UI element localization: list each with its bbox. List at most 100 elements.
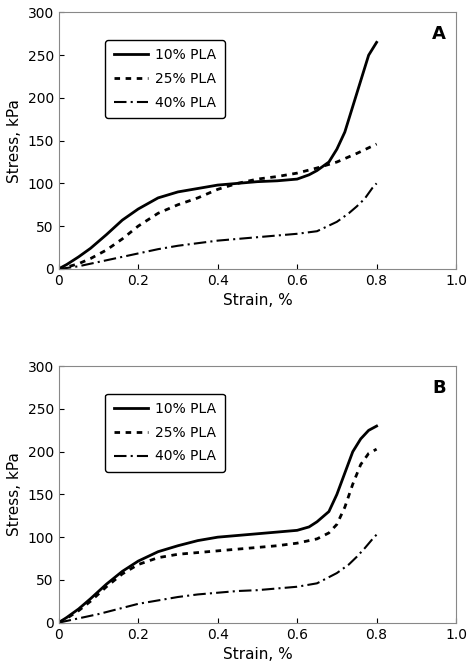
10% PLA	[56, 265, 62, 273]
Text: A: A	[432, 25, 446, 43]
10% PLA	[274, 528, 280, 536]
25% PLA	[88, 597, 93, 605]
10% PLA	[119, 567, 125, 575]
10% PLA	[326, 508, 332, 516]
25% PLA	[314, 164, 320, 172]
25% PLA	[235, 545, 240, 553]
10% PLA	[314, 167, 320, 175]
40% PLA	[354, 203, 360, 211]
10% PLA	[366, 426, 372, 434]
10% PLA	[358, 77, 364, 85]
Line: 10% PLA: 10% PLA	[59, 42, 376, 269]
Text: B: B	[432, 379, 446, 397]
25% PLA	[274, 542, 280, 550]
40% PLA	[235, 235, 240, 243]
40% PLA	[175, 593, 181, 601]
Y-axis label: Stress, kPa: Stress, kPa	[7, 99, 22, 183]
40% PLA	[346, 561, 352, 569]
10% PLA	[334, 490, 340, 498]
40% PLA	[255, 233, 260, 242]
10% PLA	[235, 179, 240, 187]
40% PLA	[96, 258, 101, 266]
40% PLA	[215, 589, 220, 597]
10% PLA	[274, 177, 280, 185]
Line: 40% PLA: 40% PLA	[59, 183, 376, 269]
25% PLA	[342, 503, 347, 511]
25% PLA	[104, 583, 109, 591]
Line: 40% PLA: 40% PLA	[59, 535, 376, 623]
40% PLA	[136, 600, 141, 608]
10% PLA	[294, 527, 300, 535]
25% PLA	[334, 158, 340, 166]
25% PLA	[215, 547, 220, 555]
25% PLA	[175, 201, 181, 209]
40% PLA	[116, 605, 121, 613]
10% PLA	[235, 531, 240, 539]
10% PLA	[88, 244, 93, 252]
25% PLA	[294, 539, 300, 547]
10% PLA	[175, 542, 181, 550]
10% PLA	[374, 422, 379, 430]
25% PLA	[195, 549, 201, 557]
Line: 10% PLA: 10% PLA	[59, 426, 376, 623]
40% PLA	[374, 531, 379, 539]
X-axis label: Strain, %: Strain, %	[222, 293, 292, 308]
40% PLA	[314, 579, 320, 587]
10% PLA	[64, 260, 70, 268]
10% PLA	[136, 205, 141, 213]
10% PLA	[88, 595, 93, 603]
10% PLA	[350, 102, 356, 110]
25% PLA	[88, 255, 93, 263]
10% PLA	[334, 145, 340, 153]
10% PLA	[155, 548, 161, 556]
25% PLA	[136, 561, 141, 569]
40% PLA	[294, 583, 300, 591]
Legend: 10% PLA, 25% PLA, 40% PLA: 10% PLA, 25% PLA, 40% PLA	[105, 394, 225, 472]
25% PLA	[255, 175, 260, 183]
40% PLA	[96, 610, 101, 618]
10% PLA	[255, 530, 260, 538]
25% PLA	[64, 263, 70, 271]
10% PLA	[175, 188, 181, 196]
25% PLA	[76, 607, 82, 615]
40% PLA	[334, 218, 340, 226]
40% PLA	[195, 240, 201, 248]
40% PLA	[155, 596, 161, 604]
25% PLA	[374, 140, 379, 148]
25% PLA	[136, 222, 141, 230]
25% PLA	[326, 529, 332, 537]
40% PLA	[334, 569, 340, 577]
10% PLA	[306, 171, 312, 179]
10% PLA	[366, 51, 372, 59]
40% PLA	[255, 586, 260, 594]
40% PLA	[235, 587, 240, 595]
40% PLA	[374, 179, 379, 187]
10% PLA	[358, 435, 364, 443]
10% PLA	[215, 181, 220, 189]
40% PLA	[362, 195, 367, 203]
40% PLA	[362, 545, 367, 553]
10% PLA	[215, 533, 220, 541]
25% PLA	[354, 149, 360, 157]
40% PLA	[116, 254, 121, 262]
10% PLA	[294, 175, 300, 183]
25% PLA	[76, 260, 82, 268]
10% PLA	[56, 619, 62, 627]
40% PLA	[294, 229, 300, 237]
25% PLA	[195, 194, 201, 202]
40% PLA	[370, 535, 375, 543]
40% PLA	[370, 183, 375, 191]
10% PLA	[326, 158, 332, 166]
10% PLA	[155, 194, 161, 202]
40% PLA	[314, 227, 320, 235]
10% PLA	[136, 557, 141, 565]
10% PLA	[76, 605, 82, 613]
25% PLA	[314, 535, 320, 543]
10% PLA	[104, 580, 109, 588]
10% PLA	[342, 469, 347, 477]
25% PLA	[215, 185, 220, 193]
40% PLA	[64, 617, 70, 625]
40% PLA	[56, 619, 62, 627]
X-axis label: Strain, %: Strain, %	[222, 647, 292, 662]
10% PLA	[314, 518, 320, 526]
